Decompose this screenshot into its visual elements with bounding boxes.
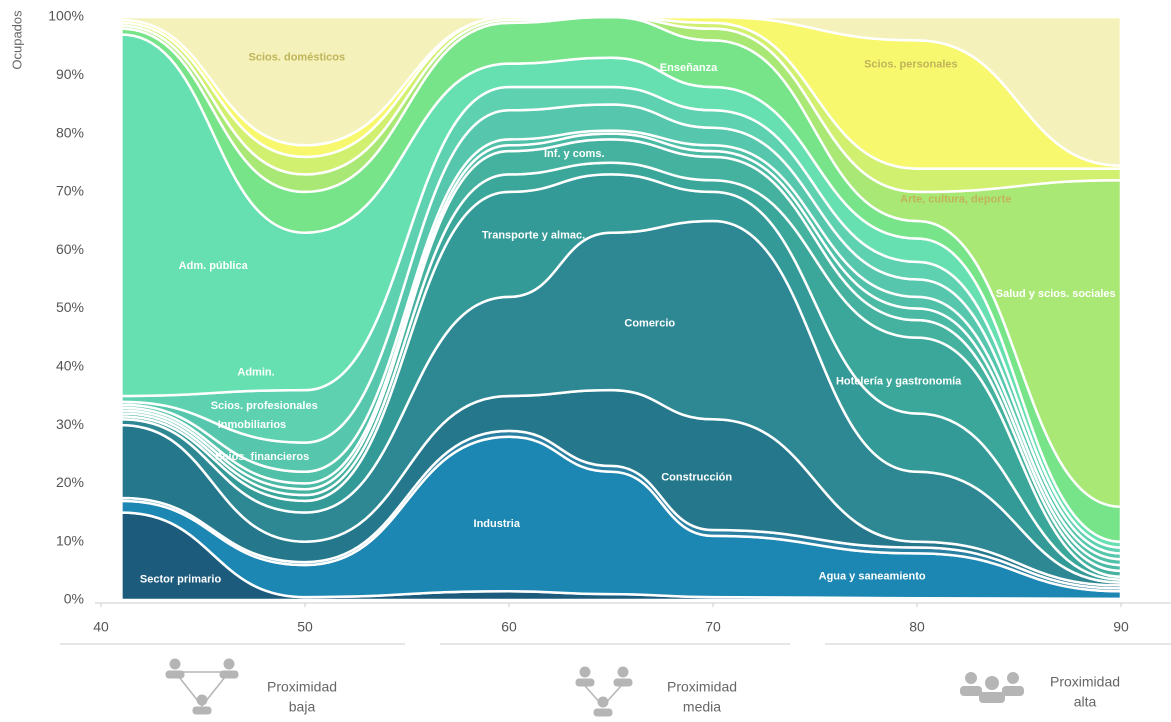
series-label: Adm. pública xyxy=(179,260,249,272)
y-tick-label: 40% xyxy=(56,358,84,374)
proximity-label: Proximidad xyxy=(667,679,737,695)
x-tick-label: 70 xyxy=(705,619,721,635)
area-band xyxy=(120,15,1123,167)
series-label: Agua y saneamiento xyxy=(819,571,926,583)
y-tick-label: 30% xyxy=(56,416,84,432)
y-tick-label: 20% xyxy=(56,474,84,490)
series-label: Transporte y almac. xyxy=(482,230,585,242)
series-label: Salud y scios. sociales xyxy=(996,288,1116,300)
series-label: Scios. financieros xyxy=(215,451,309,463)
y-tick-label: 10% xyxy=(56,532,84,548)
x-tick-label: 40 xyxy=(93,619,109,635)
y-tick-label: 60% xyxy=(56,241,84,257)
series-label: Industria xyxy=(474,518,521,530)
series-label: Comercio xyxy=(624,318,675,330)
y-tick-label: 50% xyxy=(56,299,84,315)
series-label: Scios. domésticos xyxy=(249,52,346,64)
proximity-label: Proximidad xyxy=(267,679,337,695)
x-tick-label: 50 xyxy=(297,619,313,635)
series-label: Inf. y coms. xyxy=(544,148,605,160)
y-tick-label: 80% xyxy=(56,124,84,140)
proximity-label: alta xyxy=(1074,694,1097,710)
areas xyxy=(120,15,1123,602)
y-axis-label: Ocupados xyxy=(9,10,24,70)
series-label: Sector primario xyxy=(140,574,222,586)
series-label: Construcción xyxy=(661,471,732,483)
proximity-label: Proximidad xyxy=(1050,674,1120,690)
y-tick-label: 0% xyxy=(64,591,84,607)
y-tick-label: 70% xyxy=(56,183,84,199)
y-tick-label: 100% xyxy=(48,8,84,24)
series-label: Arte, cultura, deporte xyxy=(900,193,1011,205)
series-label: Enseñanza xyxy=(660,62,718,74)
x-tick-label: 90 xyxy=(1113,619,1129,635)
icon-high xyxy=(960,672,1024,703)
series-label: Admin. xyxy=(237,367,274,379)
proximity-label: baja xyxy=(289,699,316,715)
x-tick-label: 60 xyxy=(501,619,517,635)
series-label: Scios. personales xyxy=(864,59,958,71)
series-label: Scios. profesionales xyxy=(211,400,318,412)
proximity-label: media xyxy=(683,699,721,715)
icon-mid xyxy=(575,666,633,717)
series-label: Inmobiliarios xyxy=(218,419,286,431)
x-tick-label: 80 xyxy=(909,619,925,635)
icon-low xyxy=(165,658,239,715)
series-label: Hotelería y gastronomía xyxy=(836,375,962,387)
y-tick-label: 90% xyxy=(56,66,84,82)
